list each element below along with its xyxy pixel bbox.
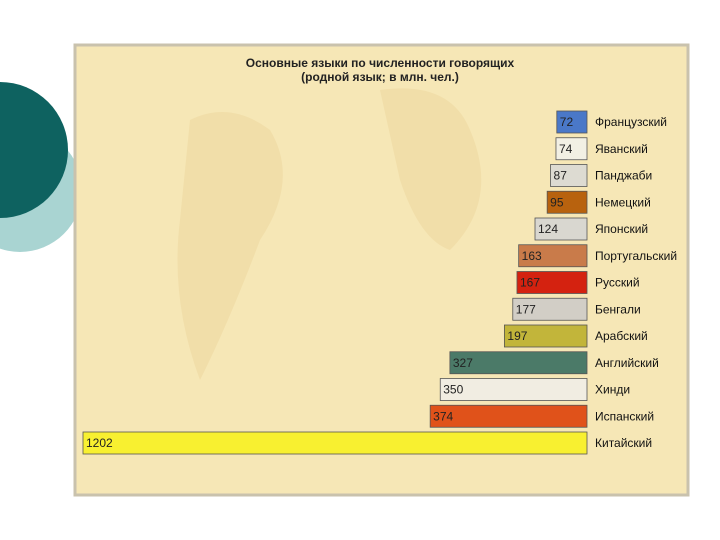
category-label: Китайский [595,436,652,450]
plot: Французский 72 Яванский 74 Панджаби 87 Немецки… [82,110,677,455]
bar [503,324,588,348]
category-label: Испанский [595,409,654,423]
category-label: Панджаби [595,169,652,183]
value-label: 1202 [86,436,113,450]
value-label: 95 [550,195,564,209]
category-label: Английский [595,356,659,370]
value-label: 163 [522,249,542,263]
bar [449,351,588,375]
bar [82,431,588,455]
picture-frame [73,43,690,497]
category-label: Хинди [595,383,630,397]
bar [518,244,588,268]
bar [439,378,588,401]
decor-circle [0,82,68,218]
category-label: Арабский [595,329,648,343]
value-label: 177 [516,302,536,316]
bar [512,297,588,321]
chart-title: Основные языки по численности говорящих [246,56,515,70]
category-label: Японский [595,222,648,236]
value-label: 167 [520,276,540,290]
value-label: 197 [507,329,527,343]
category-label: Французский [595,115,667,129]
category-label: Яванский [595,142,648,156]
map-shape [380,88,482,250]
category-label: Немецкий [595,195,651,209]
value-label: 327 [453,356,473,370]
category-label: Русский [595,276,640,290]
map-shape [177,112,283,380]
bar [555,137,588,161]
value-label: 350 [443,383,463,397]
category-label: Португальский [595,249,677,263]
bar [534,217,588,241]
category-label: Бенгали [595,302,641,316]
value-label: 74 [559,142,573,156]
value-label: 374 [433,409,453,423]
bar [429,404,588,428]
bar [546,190,588,214]
chart-subtitle: (родной язык; в млн. чел.) [301,70,459,84]
value-label: 124 [538,222,558,236]
value-label: 87 [554,169,568,183]
value-label: 72 [560,115,574,129]
bar [556,110,588,134]
bar [550,164,588,187]
bar [516,271,588,294]
